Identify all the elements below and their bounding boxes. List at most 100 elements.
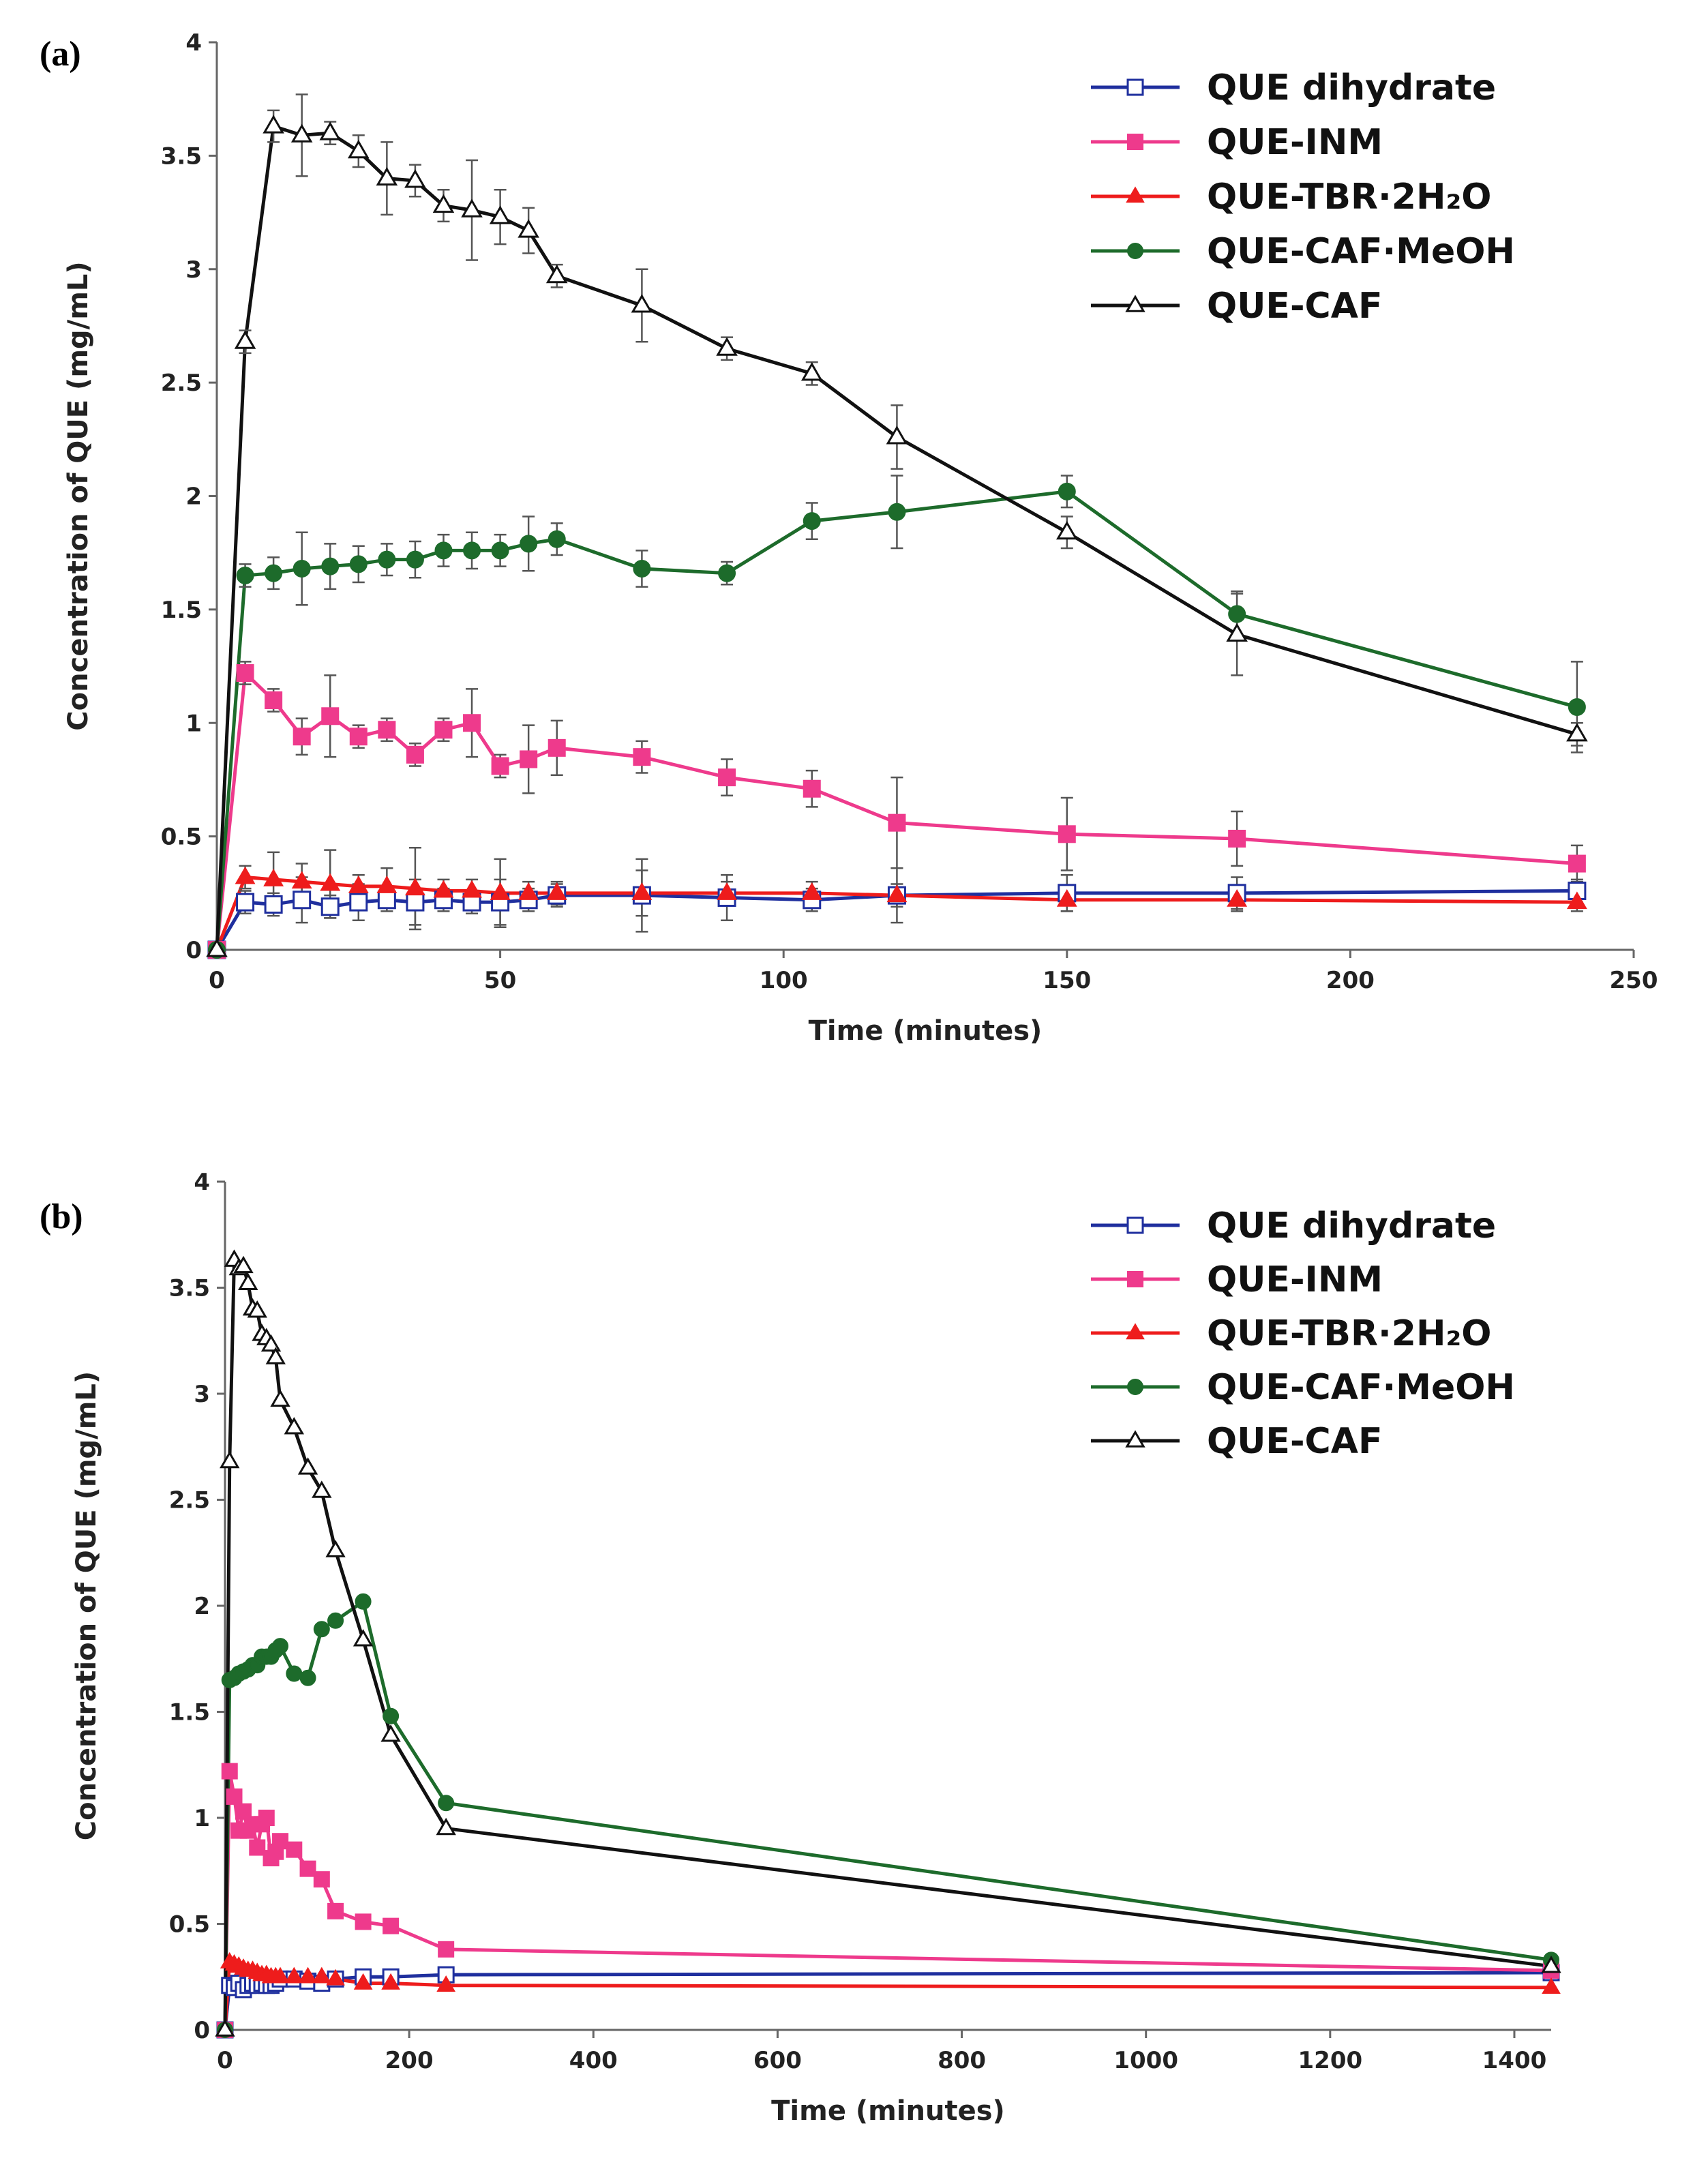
data-point: [633, 748, 651, 766]
data-point: [349, 893, 368, 912]
y-tick-label: 3: [185, 256, 202, 284]
data-point: [293, 728, 311, 746]
x-axis-title: Time (minutes): [809, 1015, 1043, 1047]
data-point: [319, 121, 342, 140]
data-point: [299, 1860, 316, 1877]
data-point: [490, 882, 511, 900]
data-point: [313, 1871, 330, 1888]
data-point: [260, 1334, 282, 1352]
data-point: [518, 219, 539, 238]
data-point: [321, 557, 340, 575]
legend-label: QUE dihydrate: [1207, 1206, 1496, 1246]
y-tick-label: 0.5: [169, 1911, 210, 1939]
data-point: [258, 1810, 275, 1826]
y-tick-label: 0.5: [161, 824, 202, 851]
data-point: [462, 880, 482, 898]
data-point: [299, 1669, 316, 1686]
data-point: [326, 1969, 345, 1986]
y-tick-label: 2.5: [161, 370, 202, 397]
data-point: [1566, 723, 1588, 742]
y-tick-label: 4: [194, 1169, 210, 1196]
data-point: [803, 512, 821, 530]
legend-label: QUE-TBR·2H₂O: [1207, 177, 1491, 218]
y-tick-label: 0: [185, 937, 202, 964]
data-point: [286, 1665, 303, 1682]
data-point: [221, 1763, 238, 1780]
data-point: [284, 1417, 305, 1435]
legend-label: QUE dihydrate: [1207, 68, 1496, 108]
data-point: [548, 738, 566, 757]
data-point: [404, 169, 426, 188]
data-point: [235, 866, 256, 884]
series-line-que-inm: [223, 1769, 1552, 2031]
data-point: [236, 893, 255, 912]
data-point: [436, 1975, 456, 1992]
panel-label: (b): [40, 1197, 83, 1236]
data-point: [888, 503, 906, 521]
x-tick-label: 1000: [1113, 2047, 1178, 2074]
chart-panel-b: (b) 0 0.5 1 1.5 2 2.5 3 3.5 4 0 200 400 600 800 1000 12…: [0, 1125, 1693, 2184]
data-point: [215, 2019, 235, 2037]
legend-swatch-marker: [1126, 1323, 1145, 1340]
data-point: [404, 878, 425, 896]
data-point: [633, 559, 651, 578]
legend-swatch-marker: [1126, 1216, 1144, 1234]
data-point: [349, 728, 368, 746]
panel-label: (a): [40, 35, 81, 74]
data-point: [1226, 623, 1248, 642]
data-point: [1058, 825, 1076, 843]
y-tick-label: 2: [194, 1593, 210, 1620]
data-point: [312, 1480, 332, 1498]
data-point: [264, 895, 283, 914]
x-tick-label: 0: [217, 2047, 233, 2074]
legend-swatch-marker: [1126, 78, 1144, 96]
x-tick-label: 1200: [1298, 2047, 1363, 2074]
data-point: [489, 205, 511, 224]
data-point: [293, 891, 312, 910]
data-point: [376, 166, 398, 186]
x-axis-title: Time (minutes): [771, 2095, 1005, 2127]
chart-panel-a: (a) 0 0.5 1 1.5 2 2.5 3 3.5 4 0 50 100 150 200 250 Time…: [0, 0, 1693, 1091]
data-point: [220, 1450, 240, 1469]
chart-b-svg: 0 0.5 1 1.5 2 2.5 3 3.5 4 0 200 400 600 800 1000 1200 14…: [71, 1169, 1561, 2127]
data-point: [270, 1389, 290, 1407]
data-point: [1542, 1977, 1561, 1994]
data-point: [438, 1795, 455, 1812]
y-tick-label: 1.5: [169, 1699, 210, 1726]
y-tick-label: 0: [194, 2017, 210, 2044]
data-point: [286, 1841, 303, 1858]
legend-label: QUE-CAF: [1207, 286, 1382, 327]
legend-label: QUE-CAF·MeOH: [1207, 231, 1515, 272]
data-point: [436, 1817, 456, 1836]
data-point: [718, 768, 736, 787]
data-point: [718, 564, 736, 582]
data-point: [236, 664, 254, 683]
data-point: [1058, 482, 1076, 500]
data-point: [271, 1966, 290, 1984]
x-tick-label: 100: [760, 967, 808, 994]
data-point: [463, 714, 481, 732]
data-point: [886, 884, 908, 903]
x-tick-label: 250: [1610, 967, 1658, 994]
y-tick-label: 3: [194, 1381, 210, 1408]
y-tick-label: 2: [185, 483, 202, 511]
data-point: [520, 535, 538, 553]
legend-label: QUE-CAF: [1207, 1421, 1382, 1462]
data-point: [355, 1913, 372, 1930]
data-point: [1568, 698, 1586, 716]
data-point: [291, 871, 312, 889]
data-point: [803, 779, 821, 798]
y-tick-label: 3.5: [169, 1275, 210, 1302]
data-point: [325, 1540, 346, 1557]
data-point: [348, 876, 369, 893]
x-tick-label: 50: [484, 967, 516, 994]
data-point: [290, 123, 313, 143]
data-point: [378, 721, 396, 739]
data-point: [406, 550, 424, 569]
x-tick-label: 600: [753, 2047, 802, 2074]
data-point: [321, 707, 340, 725]
legend-label: QUE-TBR·2H₂O: [1207, 1313, 1491, 1354]
y-tick-label: 3.5: [161, 143, 202, 170]
data-point: [312, 1966, 331, 1984]
x-tick-label: 200: [385, 2047, 434, 2074]
